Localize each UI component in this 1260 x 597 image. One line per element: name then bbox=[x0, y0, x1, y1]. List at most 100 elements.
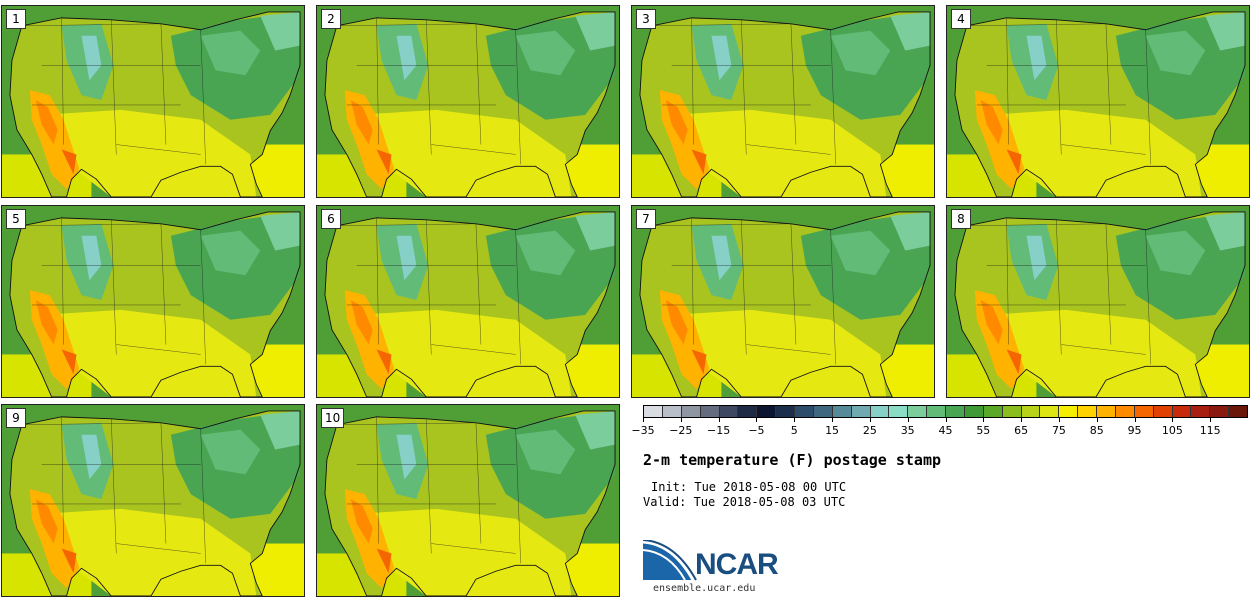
ncar-logo-icon[interactable] bbox=[643, 540, 793, 582]
colorbar-swatch bbox=[1153, 406, 1173, 417]
temperature-map bbox=[632, 6, 934, 197]
colorbar-tick bbox=[1096, 418, 1098, 422]
colorbar-tick bbox=[1021, 418, 1023, 422]
colorbar-swatch bbox=[1021, 406, 1041, 417]
colorbar-swatch bbox=[1059, 406, 1079, 417]
colorbar-swatch bbox=[927, 406, 946, 417]
colorbar-swatch bbox=[1191, 406, 1211, 417]
colorbar-swatch bbox=[870, 406, 890, 417]
colorbar-tick bbox=[869, 418, 871, 422]
colorbar-tick-label: 85 bbox=[1089, 424, 1104, 437]
colorbar-swatch bbox=[1078, 406, 1097, 417]
colorbar-swatch bbox=[1229, 406, 1247, 417]
colorbar-tick-label: 115 bbox=[1199, 424, 1221, 437]
map-panel-3[interactable]: 3 bbox=[631, 5, 935, 198]
panel-number: 6 bbox=[321, 209, 341, 229]
chart-title: 2-m temperature (F) postage stamp bbox=[643, 451, 942, 469]
colorbar-tick bbox=[1134, 418, 1136, 422]
colorbar-swatch bbox=[757, 406, 777, 417]
colorbar-ticks: −35 −25 −15 −5 5 15 25 35 45 55 65 75 85 95 105 115 bbox=[631, 418, 1248, 440]
colorbar-tick-label: 55 bbox=[976, 424, 991, 437]
colorbar-swatch bbox=[1040, 406, 1060, 417]
map-panel-9[interactable]: 9 bbox=[1, 404, 305, 597]
colorbar-swatch bbox=[889, 406, 909, 417]
temperature-map bbox=[632, 206, 934, 397]
colorbar-tick-label: −25 bbox=[669, 424, 693, 437]
init-time: Init: Tue 2018-05-08 00 UTC bbox=[651, 480, 847, 494]
colorbar-swatch bbox=[813, 406, 833, 417]
colorbar-tick bbox=[832, 418, 834, 422]
colorbar-swatch bbox=[983, 406, 1003, 417]
panel-number: 9 bbox=[6, 408, 26, 428]
panel-number: 1 bbox=[6, 9, 26, 29]
panel-number: 2 bbox=[321, 9, 341, 29]
colorbar-swatch bbox=[700, 406, 720, 417]
colorbar-tick bbox=[907, 418, 909, 422]
colorbar-tick-label: 35 bbox=[900, 424, 915, 437]
colorbar-tick-label: 95 bbox=[1127, 424, 1142, 437]
colorbar-tick bbox=[680, 418, 682, 422]
colorbar-tick bbox=[756, 418, 758, 422]
colorbar-tick bbox=[643, 418, 644, 422]
colorbar-tick bbox=[983, 418, 985, 422]
temperature-map bbox=[947, 206, 1249, 397]
map-panel-6[interactable]: 6 bbox=[316, 205, 620, 398]
colorbar-tick-label: 75 bbox=[1051, 424, 1066, 437]
colorbar-tick-label: 65 bbox=[1014, 424, 1029, 437]
colorbar-swatch bbox=[719, 406, 739, 417]
colorbar-tick bbox=[945, 418, 947, 422]
map-panel-8[interactable]: 8 bbox=[946, 205, 1250, 398]
colorbar-swatch bbox=[851, 406, 871, 417]
temperature-map bbox=[317, 6, 619, 197]
colorbar-swatch bbox=[1172, 406, 1192, 417]
panel-number: 4 bbox=[951, 9, 971, 29]
temperature-colorbar bbox=[643, 405, 1248, 418]
colorbar-swatch bbox=[776, 406, 795, 417]
map-panel-1[interactable]: 1 bbox=[1, 5, 305, 198]
colorbar-swatch bbox=[1002, 406, 1022, 417]
panel-number: 3 bbox=[636, 9, 656, 29]
colorbar-swatch bbox=[644, 406, 663, 417]
map-panel-5[interactable]: 5 bbox=[1, 205, 305, 398]
colorbar-tick bbox=[1172, 418, 1174, 422]
colorbar-tick-label: 105 bbox=[1161, 424, 1183, 437]
colorbar-tick bbox=[1058, 418, 1060, 422]
valid-time: Valid: Tue 2018-05-08 03 UTC bbox=[643, 495, 846, 509]
site-url[interactable]: ensemble.ucar.edu bbox=[653, 583, 756, 594]
colorbar-tick bbox=[718, 418, 720, 422]
colorbar-swatch bbox=[738, 406, 758, 417]
colorbar-swatch bbox=[964, 406, 984, 417]
colorbar-swatch bbox=[946, 406, 965, 417]
colorbar-tick-label: 15 bbox=[825, 424, 840, 437]
colorbar-tick-label: 25 bbox=[862, 424, 877, 437]
map-panel-4[interactable]: 4 bbox=[946, 5, 1250, 198]
temperature-map bbox=[2, 206, 304, 397]
colorbar-tick-label: 45 bbox=[938, 424, 953, 437]
colorbar-swatch bbox=[1115, 406, 1135, 417]
colorbar-tick-label: 5 bbox=[790, 424, 798, 437]
colorbar-swatch bbox=[908, 406, 928, 417]
colorbar-swatch bbox=[681, 406, 701, 417]
colorbar-swatch bbox=[832, 406, 852, 417]
colorbar-tick-label: −35 bbox=[631, 424, 655, 437]
colorbar-swatch bbox=[795, 406, 814, 417]
colorbar-swatch bbox=[662, 406, 682, 417]
panel-number: 8 bbox=[951, 209, 971, 229]
panel-number: 7 bbox=[636, 209, 656, 229]
map-panel-7[interactable]: 7 bbox=[631, 205, 935, 398]
ncar-logo-text: NCAR bbox=[695, 548, 779, 581]
temperature-map bbox=[2, 405, 304, 596]
map-panel-10[interactable]: 10 bbox=[316, 404, 620, 597]
colorbar-swatch bbox=[1134, 406, 1154, 417]
panel-number: 10 bbox=[321, 408, 345, 428]
temperature-map bbox=[317, 206, 619, 397]
map-panel-2[interactable]: 2 bbox=[316, 5, 620, 198]
panel-number: 5 bbox=[6, 209, 26, 229]
temperature-map bbox=[317, 405, 619, 596]
colorbar-swatch bbox=[1210, 406, 1230, 417]
colorbar-tick-label: −5 bbox=[748, 424, 765, 437]
temperature-map bbox=[2, 6, 304, 197]
colorbar-tick bbox=[794, 418, 796, 422]
colorbar-tick bbox=[1210, 418, 1212, 422]
colorbar-tick-label: −15 bbox=[707, 424, 731, 437]
